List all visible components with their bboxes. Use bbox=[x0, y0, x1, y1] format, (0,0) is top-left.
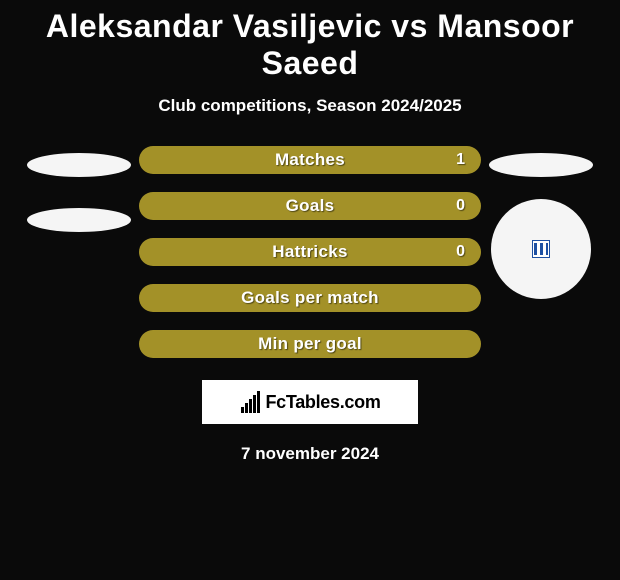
stat-bar-matches: Matches1 bbox=[139, 146, 481, 174]
stat-bar-goals: Goals0 bbox=[139, 192, 481, 220]
right-avatar-circle bbox=[491, 199, 591, 299]
left-player-side bbox=[19, 146, 139, 260]
left-placeholder-0 bbox=[27, 153, 131, 177]
snapshot-date: 7 november 2024 bbox=[241, 444, 379, 464]
right-placeholder-0 bbox=[489, 153, 593, 177]
right-player-side bbox=[481, 146, 601, 299]
logo-text: FcTables.com bbox=[265, 392, 380, 413]
stat-bar-value: 0 bbox=[456, 238, 465, 266]
stat-bar-value: 0 bbox=[456, 192, 465, 220]
site-logo: FcTables.com bbox=[202, 380, 418, 424]
comparison-middle: Matches1Goals0Hattricks0Goals per matchM… bbox=[0, 146, 620, 358]
page-title: Aleksandar Vasiljevic vs Mansoor Saeed bbox=[0, 8, 620, 82]
stat-bar-label: Min per goal bbox=[139, 330, 481, 358]
stat-bar-goals-per-match: Goals per match bbox=[139, 284, 481, 312]
stat-bars: Matches1Goals0Hattricks0Goals per matchM… bbox=[139, 146, 481, 358]
stat-bar-min-per-goal: Min per goal bbox=[139, 330, 481, 358]
root-container: Aleksandar Vasiljevic vs Mansoor Saeed C… bbox=[0, 0, 620, 464]
stat-bar-label: Goals bbox=[139, 192, 481, 220]
stat-bar-hattricks: Hattricks0 bbox=[139, 238, 481, 266]
page-subtitle: Club competitions, Season 2024/2025 bbox=[158, 96, 461, 116]
stat-bar-label: Matches bbox=[139, 146, 481, 174]
logo-bars-icon bbox=[239, 391, 261, 413]
stat-bar-value: 1 bbox=[456, 146, 465, 174]
stat-bar-label: Goals per match bbox=[139, 284, 481, 312]
left-placeholder-1 bbox=[27, 208, 131, 232]
jersey-icon bbox=[532, 240, 550, 258]
stat-bar-label: Hattricks bbox=[139, 238, 481, 266]
